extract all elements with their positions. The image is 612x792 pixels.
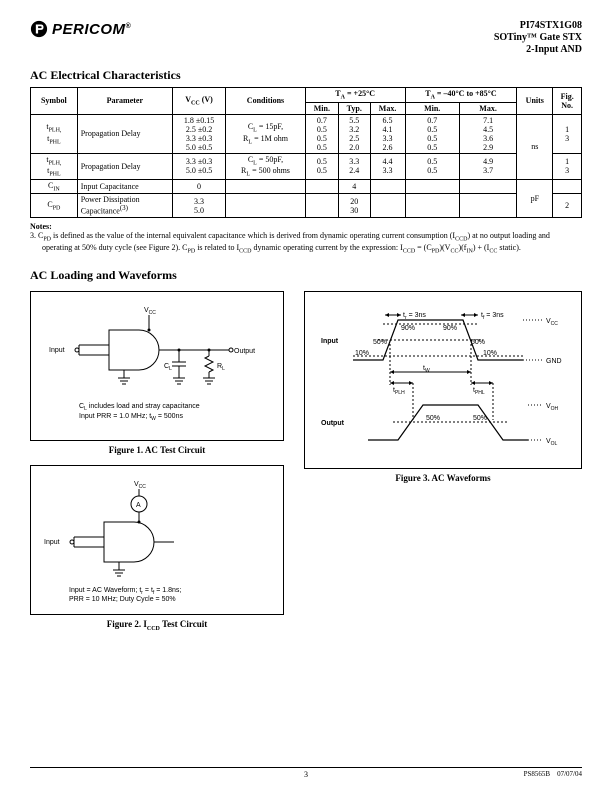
svg-text:50%: 50% (373, 339, 387, 346)
svg-text:VCC: VCC (144, 307, 156, 316)
pericom-logo-icon (30, 20, 48, 38)
svg-text:A: A (136, 502, 141, 509)
logo-text: PERICOM® (52, 21, 131, 38)
svg-text:CL includes load and stray cap: CL includes load and stray capacitance (79, 403, 200, 412)
table-row: tPLH,tPHL Propagation Delay 3.3 ±0.35.0 … (31, 153, 582, 179)
ac-characteristics-table: Symbol Parameter VCC (V) Conditions TA =… (30, 87, 582, 218)
col-conditions: Conditions (226, 88, 306, 115)
col-vcc: VCC (V) (172, 88, 225, 115)
figure3-box: Input tr = 3ns tf = 3ns 90% 90% 50% 50% (304, 291, 582, 469)
page-footer: 3 PS8565B 07/07/04 (30, 767, 582, 778)
ac-loading-title: AC Loading and Waveforms (30, 268, 582, 283)
svg-text:10%: 10% (355, 350, 369, 357)
svg-text:tPHL: tPHL (473, 387, 485, 396)
col-typ: Typ. (338, 102, 370, 114)
svg-text:VOH: VOH (546, 403, 559, 412)
col-min1: Min. (305, 102, 338, 114)
col-symbol: Symbol (31, 88, 78, 115)
svg-text:CL: CL (164, 363, 172, 372)
notes: Notes: 3. CPD is defined as the value of… (30, 222, 582, 254)
col-min2: Min. (405, 102, 459, 114)
figure3-caption: Figure 3. AC Waveforms (304, 473, 582, 483)
svg-text:Output: Output (321, 420, 345, 427)
svg-text:90%: 90% (401, 325, 415, 332)
doc-code: PS8565B (524, 770, 550, 778)
col-ta25: TA = +25°C (305, 88, 405, 103)
doc-date: 07/07/04 (557, 770, 582, 778)
figure1-caption: Figure 1. AC Test Circuit (30, 445, 284, 455)
svg-text:tW: tW (423, 365, 430, 374)
svg-text:Input = AC Waveform; tr = tf =: Input = AC Waveform; tr = tf = 1.8ns; (69, 587, 181, 596)
ac-waveforms-icon: Input tr = 3ns tf = 3ns 90% 90% 50% 50% (313, 300, 573, 462)
col-max1: Max. (370, 102, 405, 114)
svg-text:Input: Input (44, 539, 60, 546)
svg-text:50%: 50% (471, 339, 485, 346)
iccd-test-circuit-icon: VCC A Input (39, 474, 269, 604)
svg-text:VCC: VCC (546, 318, 558, 327)
table-row: CPD Power Dissipation Capacitance(3) 3.3… (31, 194, 582, 218)
svg-text:10%: 10% (483, 350, 497, 357)
col-fig: Fig. No. (553, 88, 582, 115)
page-number: 3 (304, 770, 308, 779)
table-row: CIN Input Capacitance 0 4 pF (31, 179, 582, 194)
svg-text:90%: 90% (443, 325, 457, 332)
svg-text:tf = 3ns: tf = 3ns (481, 312, 504, 321)
col-ta40: TA = –40°C to +85°C (405, 88, 517, 103)
figure2-caption: Figure 2. ICCD Test Circuit (30, 619, 284, 632)
col-param: Parameter (77, 88, 172, 115)
svg-text:VCC: VCC (134, 481, 146, 490)
col-units: Units (517, 88, 553, 115)
figure1-box: VCC Input Output (30, 291, 284, 441)
ac-test-circuit-icon: VCC Input Output (39, 300, 269, 430)
ac-characteristics-title: AC Electrical Characteristics (30, 68, 582, 83)
page-header: PERICOM® PI74STX1G08 SOTiny™ Gate STX 2-… (30, 20, 582, 56)
col-max2: Max. (459, 102, 516, 114)
svg-text:RL: RL (217, 363, 225, 372)
figure2-box: VCC A Input (30, 465, 284, 615)
header-part-info: PI74STX1G08 SOTiny™ Gate STX 2-Input AND (494, 20, 582, 56)
svg-text:tPLH: tPLH (393, 387, 405, 396)
svg-text:Input: Input (49, 347, 65, 354)
table-row: tPLH,tPHL Propagation Delay 1.8 ±0.152.5… (31, 114, 582, 153)
svg-text:Input: Input (321, 338, 339, 345)
svg-text:50%: 50% (473, 415, 487, 422)
svg-text:VOL: VOL (546, 438, 558, 447)
svg-text:PRR = 10 MHz; Duty Cycle = 50%: PRR = 10 MHz; Duty Cycle = 50% (69, 596, 176, 603)
svg-text:Input PRR = 1.0 MHz; tW = 500n: Input PRR = 1.0 MHz; tW = 500ns (79, 413, 183, 422)
svg-text:GND: GND (546, 358, 562, 365)
logo: PERICOM® (30, 20, 131, 38)
svg-text:50%: 50% (426, 415, 440, 422)
svg-text:Output: Output (234, 348, 255, 355)
